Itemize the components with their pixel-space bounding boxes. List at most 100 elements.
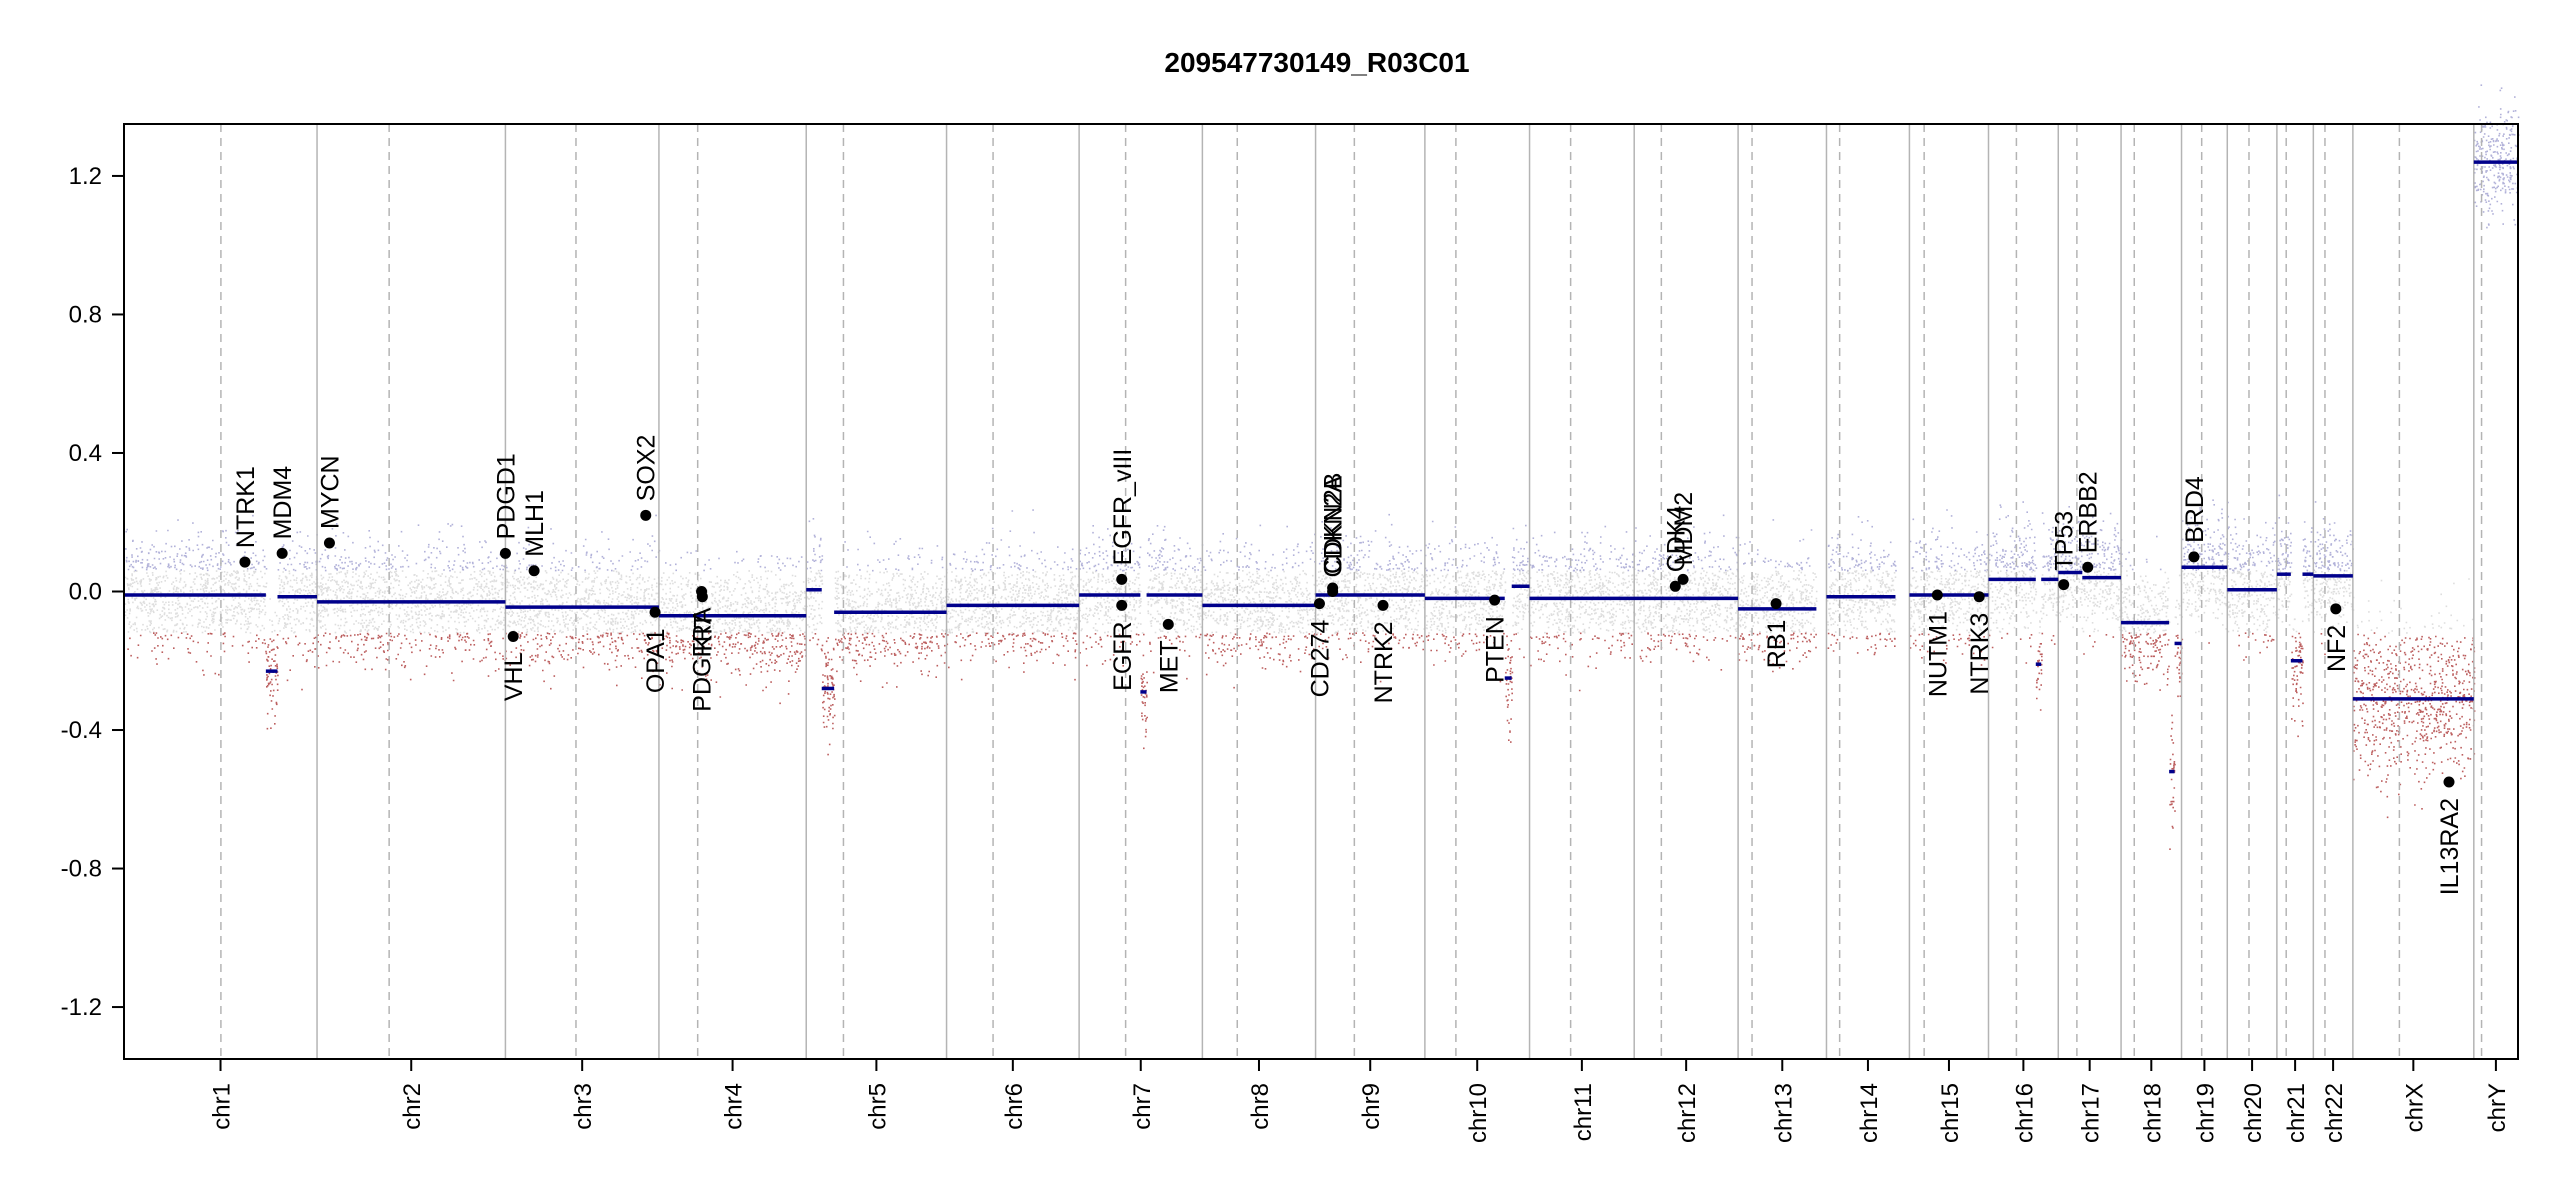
x-tick-label: chr1 (209, 1083, 236, 1130)
probe-dots-loss (2320, 633, 2326, 656)
gene-label: PDGD1 (492, 453, 520, 539)
probe-dots-gain (2314, 501, 2354, 572)
x-tick-label: chr12 (1674, 1083, 1701, 1143)
probe-dots-gain (2277, 494, 2293, 571)
probe-dots-neutral (2227, 570, 2278, 633)
gene-point (1489, 594, 1501, 606)
x-tick-label: chr19 (2192, 1083, 2219, 1143)
probe-dots-loss (1079, 632, 1141, 667)
x-tick-label: chr10 (1465, 1083, 1492, 1143)
probe-dots-gain (506, 514, 661, 572)
probe-dots-gain (318, 523, 507, 572)
probe-dots-neutral (124, 570, 268, 634)
gene-label: PTEN (1482, 616, 1510, 683)
probe-dots-loss (947, 632, 1078, 681)
y-tick-label: -0.8 (61, 856, 102, 883)
gene-point (1931, 589, 1943, 601)
gene-point (1327, 582, 1339, 594)
probe-dots-loss (1140, 633, 1148, 750)
gene-point (499, 547, 511, 559)
probe-dots-loss (282, 635, 317, 691)
x-tick-label: chr5 (864, 1083, 891, 1130)
probe-dots-gain (1827, 516, 1897, 572)
probe-dots-neutral (834, 570, 949, 634)
probe-dots-gain (2473, 84, 2520, 229)
gene-label: MYCN (316, 455, 344, 529)
probe-dots-loss (2083, 634, 2115, 655)
y-tick-label: 0.4 (69, 440, 102, 467)
gene-point (696, 591, 708, 603)
probe-dots-neutral (2292, 618, 2304, 633)
x-tick-label: chr4 (721, 1083, 748, 1130)
probe-dots-loss (1504, 635, 1514, 743)
probe-dots-gain (1909, 509, 1990, 572)
gene-label: CD274 (1306, 620, 1334, 698)
gene-label: MLH1 (521, 490, 549, 557)
probe-dots-loss (1204, 632, 1316, 689)
probe-dots-loss (266, 634, 279, 730)
probe-dots-gain (806, 518, 824, 572)
x-tick-label: chr21 (2283, 1083, 2310, 1143)
probe-dots-loss (2291, 632, 2304, 738)
gene-label: BRD4 (2181, 476, 2209, 543)
gene-label: OPA1 (642, 628, 670, 693)
probe-dots-loss (2035, 643, 2043, 711)
probe-dots-loss (1315, 632, 1425, 683)
probe-cloud (124, 84, 2520, 850)
gene-point (1669, 580, 1681, 592)
probe-dots-neutral (1079, 570, 1142, 634)
probe-dots-gain (2227, 518, 2279, 572)
probe-dots-neutral (1512, 570, 1531, 634)
gene-label: CDK4 (1662, 506, 1690, 573)
probe-dots-gain (1318, 513, 1427, 572)
probe-dots-loss (2238, 632, 2275, 661)
probe-dots-gain (949, 509, 1078, 572)
x-tick-label: chr16 (2011, 1083, 2038, 1143)
probe-dots-neutral (1529, 569, 1740, 634)
x-tick-label: chr22 (2321, 1083, 2348, 1143)
gene-label: VHL (500, 652, 528, 701)
gene-point (1973, 591, 1985, 603)
gene-point (1377, 599, 1389, 611)
probe-dots-neutral (659, 570, 808, 634)
probe-dots-neutral (2276, 570, 2293, 626)
probe-dots-neutral (2038, 596, 2043, 634)
gene-point (1116, 573, 1128, 585)
probe-dots-loss (1738, 632, 1817, 673)
probe-dots-neutral (806, 569, 824, 634)
x-tick-label: chr14 (1856, 1083, 1883, 1143)
gene-label: RB1 (1763, 620, 1791, 669)
x-tick-label: chr13 (1770, 1083, 1797, 1143)
gene-label: SOX2 (633, 435, 661, 502)
probe-dots-loss (1426, 632, 1505, 683)
gene-label: MDM4 (269, 466, 297, 540)
probe-dots-gain (2041, 512, 2060, 572)
probe-dots-neutral (1826, 570, 1897, 634)
chart-title: 209547730149_R03C01 (1164, 47, 1469, 78)
probe-dots-loss (2041, 632, 2056, 645)
y-tick-label: 0.0 (69, 579, 102, 606)
probe-dots-neutral (269, 598, 278, 633)
probe-dots-loss (835, 632, 949, 688)
x-tick-label: chr20 (2240, 1083, 2267, 1143)
gene-label: MET (1155, 640, 1183, 693)
probe-dots-loss (2121, 632, 2170, 691)
x-tick-label: chr7 (1129, 1083, 1156, 1130)
gene-point (2330, 603, 2342, 615)
probe-dots-gain (2125, 535, 2162, 571)
gene-label: CDKN2B (1320, 473, 1348, 574)
gene-point (2082, 561, 2094, 573)
gene-point (640, 509, 652, 521)
gene-point (2443, 776, 2455, 788)
gene-label: NTRK3 (1966, 613, 1994, 695)
gene-point (649, 606, 661, 618)
gene-point (1677, 573, 1689, 585)
gene-label: NUTM1 (1924, 611, 1952, 697)
x-tick-label: chr15 (1937, 1083, 1964, 1143)
probe-dots-loss (127, 632, 268, 676)
gene-point (1770, 598, 1782, 610)
probe-dots-neutral (1425, 570, 1507, 634)
y-tick-label: -1.2 (61, 994, 102, 1021)
probe-dots-loss (317, 632, 507, 682)
probe-dots-neutral (1202, 570, 1317, 634)
